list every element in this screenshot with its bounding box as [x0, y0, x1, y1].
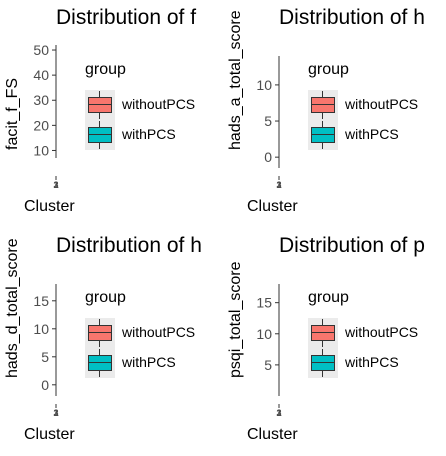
legend-key-swatch [308, 348, 338, 378]
x-tick-label: 3 [276, 180, 281, 190]
y-tick-label: 20 [33, 117, 49, 133]
legend-item-withoutpcs: withoutPCS [308, 318, 446, 348]
legend-item-withoutpcs: withoutPCS [85, 90, 223, 120]
legend-key-swatch [85, 120, 115, 150]
y-tick-label: 5 [41, 349, 49, 365]
y-tick-label: 5 [264, 113, 272, 129]
legend-key-swatch [308, 90, 338, 120]
y-tick-label: 15 [256, 295, 272, 311]
legend-item-withoutpcs: withoutPCS [308, 90, 446, 120]
legend-key-swatch [85, 348, 115, 378]
legend: group withoutPCS withPCS [308, 61, 446, 151]
legend-label: withPCS [122, 126, 176, 142]
legend-label: withoutPCS [345, 96, 418, 112]
y-tick-label: 30 [33, 92, 49, 108]
legend-label: withoutPCS [122, 324, 195, 340]
legend-item-withpcs: withPCS [308, 120, 446, 150]
legend-label: withPCS [345, 354, 399, 370]
legend-title: group [85, 289, 126, 307]
x-tick-label: 3 [276, 408, 281, 418]
legend-item-withpcs: withPCS [85, 348, 223, 378]
chart-panel-facit: Distribution of f facit_f_FS Cluster 10 20 30… [0, 0, 223, 228]
y-tick-label: 0 [41, 377, 49, 393]
chart-panel-psqi: Distribution of p psqi_total_score Cluster… [223, 228, 446, 456]
y-tick-label: 10 [256, 326, 272, 342]
legend-title: group [308, 61, 349, 79]
chart-panel-hads-a: Distribution of h hads_a_total_score Clust… [223, 0, 446, 228]
legend-label: withPCS [345, 126, 399, 142]
legend-key-swatch [308, 120, 338, 150]
legend-title: group [85, 61, 126, 79]
x-tick-label: 3 [53, 408, 58, 418]
y-tick-label: 10 [33, 321, 49, 337]
legend-key-swatch [308, 318, 338, 348]
y-tick-label: 10 [33, 142, 49, 158]
y-tick-label: 5 [264, 357, 272, 373]
legend-key-swatch [85, 90, 115, 120]
y-tick-label: 40 [33, 67, 49, 83]
legend-key-swatch [85, 318, 115, 348]
legend: group withoutPCS withPCS [85, 61, 223, 151]
y-tick-label: 15 [33, 293, 49, 309]
legend-item-withpcs: withPCS [308, 348, 446, 378]
y-tick-label: 10 [256, 77, 272, 93]
chart-panel-hads-d: Distribution of h hads_d_total_score Clust… [0, 228, 223, 456]
y-tick-label: 50 [33, 42, 49, 58]
y-tick-label: 0 [264, 149, 272, 165]
legend-label: withoutPCS [345, 324, 418, 340]
legend-label: withPCS [122, 354, 176, 370]
legend: group withoutPCS withPCS [85, 289, 223, 379]
x-tick-label: 3 [53, 180, 58, 190]
legend-label: withoutPCS [122, 96, 195, 112]
legend: group withoutPCS withPCS [308, 289, 446, 379]
legend-item-withpcs: withPCS [85, 120, 223, 150]
legend-title: group [308, 289, 349, 307]
legend-item-withoutpcs: withoutPCS [85, 318, 223, 348]
